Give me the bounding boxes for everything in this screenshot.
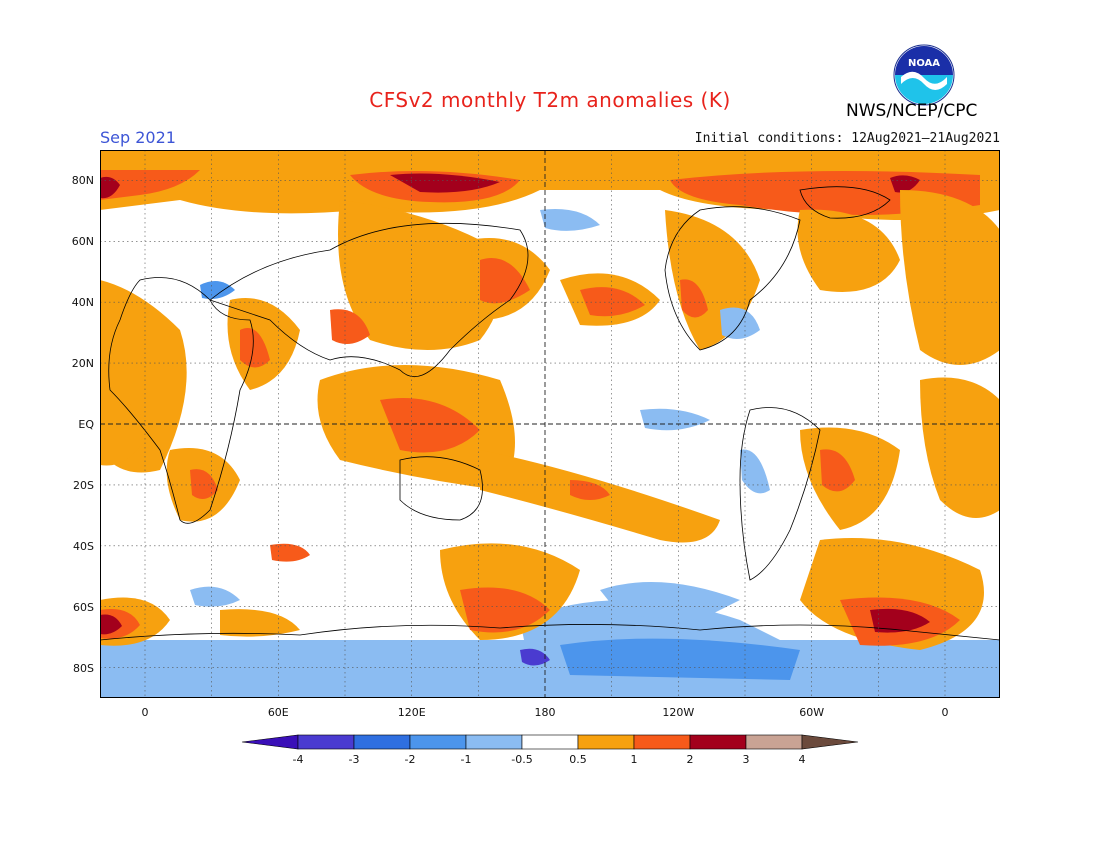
lat-label: 20S <box>73 479 94 492</box>
colorbar-swatch <box>297 734 355 750</box>
colorbar-swatch <box>465 734 523 750</box>
lat-label: 60S <box>73 601 94 614</box>
equator-dateline <box>100 150 1000 698</box>
graticule <box>100 150 1000 698</box>
colorbar-label: 3 <box>743 753 750 766</box>
colorbar-swatch <box>353 734 411 750</box>
colorbar-swatch <box>521 734 579 750</box>
noaa-logo: NOAA <box>893 44 955 106</box>
noaa-logo-text: NOAA <box>908 58 940 69</box>
colorbar-label: -4 <box>293 753 304 766</box>
lon-label: 0 <box>142 706 149 719</box>
colorbar-label: 2 <box>687 753 694 766</box>
lon-label: 60W <box>799 706 824 719</box>
lon-label: 60E <box>268 706 289 719</box>
colorbar-swatch <box>745 734 803 750</box>
lat-label: 20N <box>72 357 94 370</box>
colorbar-label: -0.5 <box>511 753 532 766</box>
lat-label: 80N <box>72 174 94 187</box>
colorbar-label: 4 <box>799 753 806 766</box>
longitude-axis: 0 60E 120E 180 120W 60W 0 <box>142 706 949 719</box>
anomaly-fill-positive-midlat <box>100 190 1000 473</box>
colorbar-swatch <box>801 734 859 750</box>
lat-label: 80S <box>73 662 94 675</box>
anomaly-fill-positive-tropics <box>100 365 1000 543</box>
colorbar-label: 0.5 <box>569 753 587 766</box>
colorbar-swatch <box>633 734 691 750</box>
colorbar-swatches <box>241 734 859 750</box>
latitude-axis: 80N 60N 40N 20N EQ 20S 40S 60S 80S <box>72 174 95 675</box>
colorbar-label: -1 <box>461 753 472 766</box>
colorbar-label: 1 <box>631 753 638 766</box>
coastlines <box>100 186 1000 641</box>
lon-label: 0 <box>942 706 949 719</box>
anomaly-fill-negative-scattered <box>190 209 770 666</box>
colorbar: -4 -3 -2 -1 -0.5 0.5 1 2 3 4 <box>241 734 859 766</box>
initial-conditions-label: Initial conditions: 12Aug2021–21Aug2021 <box>694 131 1000 146</box>
lat-label: 60N <box>72 235 94 248</box>
lon-label: 180 <box>535 706 556 719</box>
lat-label: 40S <box>73 540 94 553</box>
lat-label: EQ <box>78 418 94 431</box>
anomaly-fill-negative-antarctic <box>100 582 1000 698</box>
colorbar-labels: -4 -3 -2 -1 -0.5 0.5 1 2 3 4 <box>293 753 806 766</box>
colorbar-swatch <box>577 734 635 750</box>
colorbar-swatch <box>409 734 467 750</box>
colorbar-label: -2 <box>405 753 416 766</box>
anomaly-map <box>100 150 1000 698</box>
map-title: CFSv2 monthly T2m anomalies (K) <box>369 88 731 112</box>
colorbar-swatch <box>689 734 747 750</box>
colorbar-swatch <box>241 734 299 750</box>
agency-label: NWS/NCEP/CPC <box>846 101 978 121</box>
anomaly-fill-positive-arctic <box>100 150 1000 220</box>
colorbar-label: -3 <box>349 753 360 766</box>
forecast-month: Sep 2021 <box>100 128 176 147</box>
lon-label: 120E <box>398 706 426 719</box>
lon-label: 120W <box>662 706 694 719</box>
lat-label: 40N <box>72 296 94 309</box>
